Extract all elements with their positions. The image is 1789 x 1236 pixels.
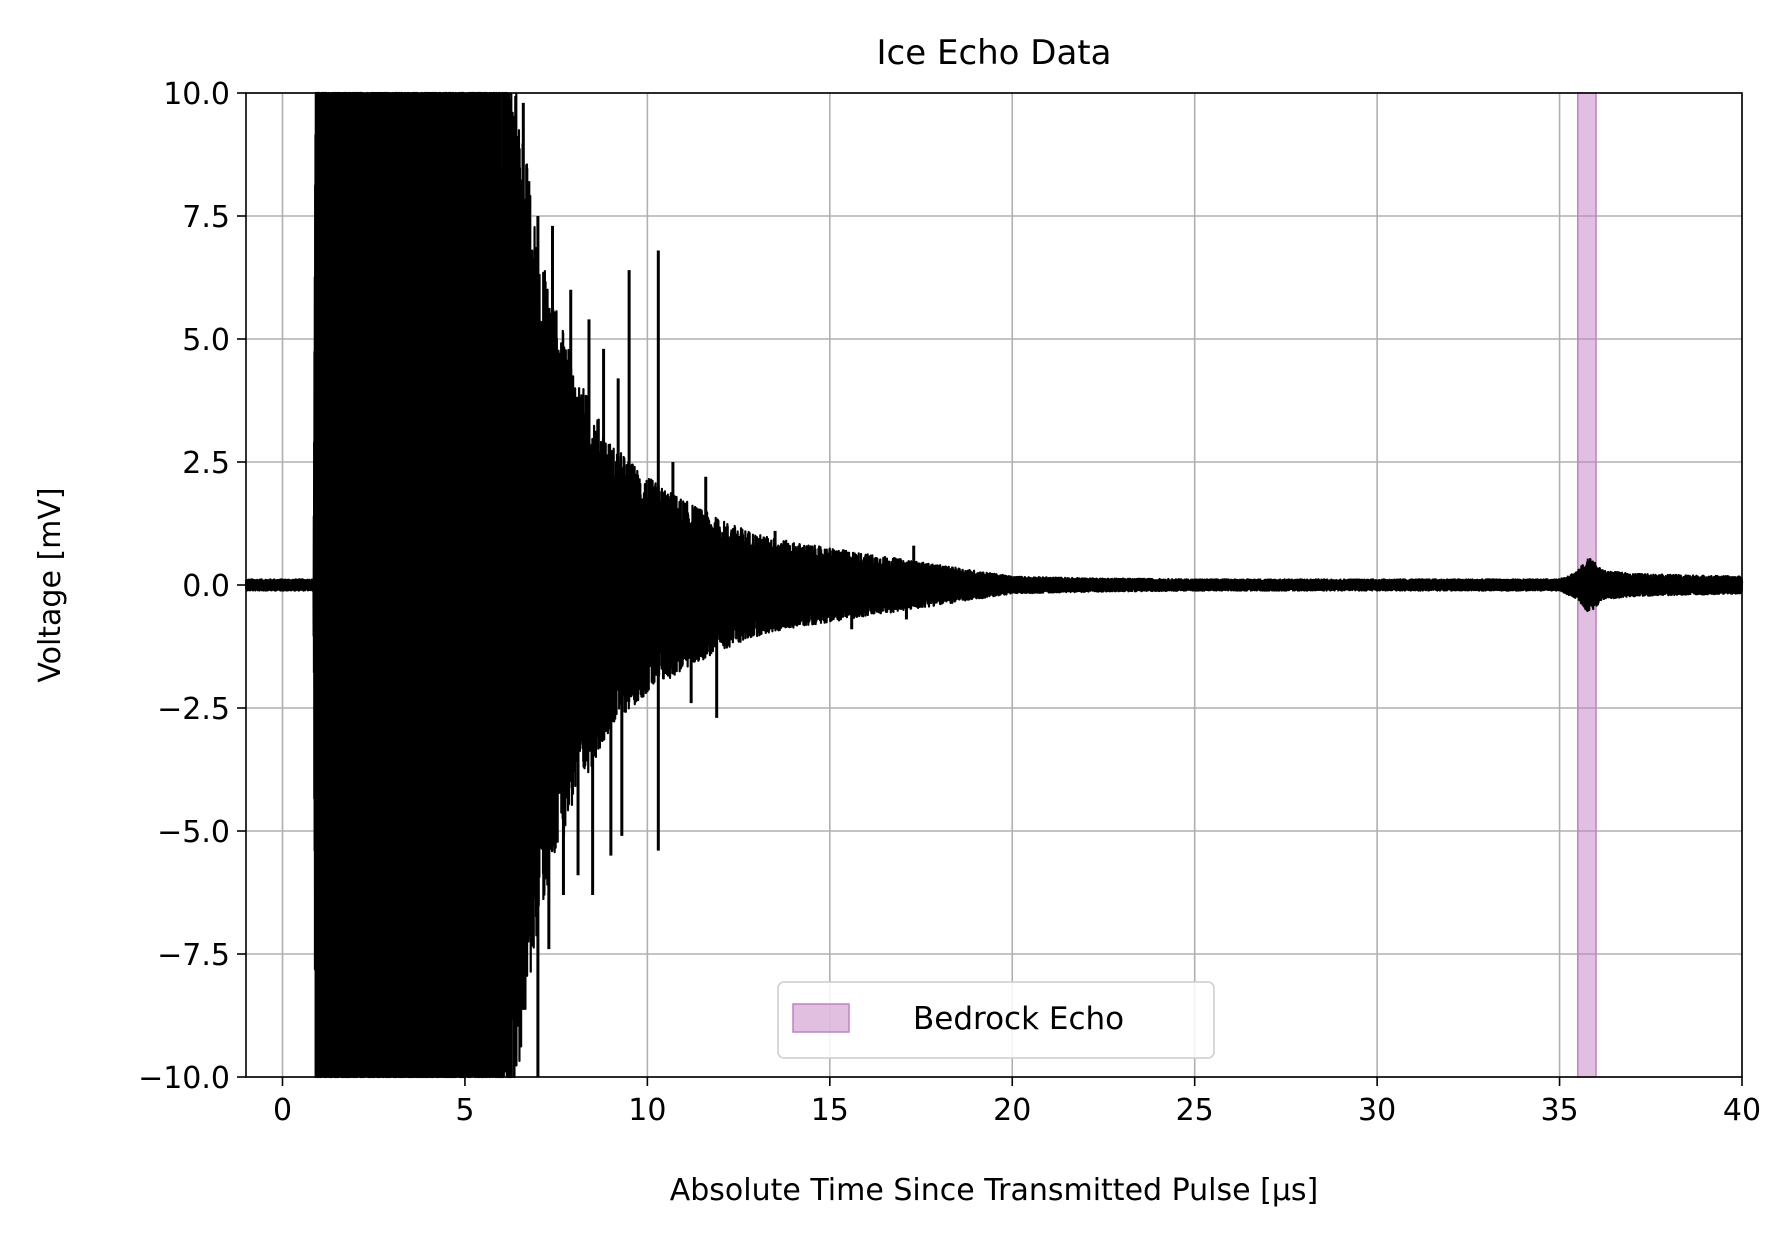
x-axis: 0 5 10 15 20 25 30 35 40: [273, 1077, 1761, 1128]
x-tick-label-6: 30: [1358, 1093, 1396, 1128]
x-axis-label: Absolute Time Since Transmitted Pulse [μ…: [670, 1173, 1319, 1208]
y-tick-label-5: 2.5: [182, 446, 230, 481]
y-tick-label-1: −7.5: [157, 938, 230, 973]
legend-swatch-bedrock-echo: [792, 1003, 850, 1033]
x-tick-label-8: 40: [1723, 1093, 1761, 1128]
legend-box: [777, 981, 1215, 1059]
x-tick-label-1: 5: [455, 1093, 474, 1128]
y-axis: −10.0 −7.5 −5.0 −2.5 0.0 2.5 5.0 7.5 10.0: [138, 77, 246, 1096]
legend-label-bedrock-echo: Bedrock Echo: [913, 1001, 1124, 1037]
chart-title: Ice Echo Data: [877, 33, 1112, 73]
y-tick-label-2: −5.0: [157, 815, 230, 850]
y-tick-label-7: 7.5: [182, 200, 230, 235]
y-tick-label-4: 0.0: [182, 569, 230, 604]
y-tick-label-3: −2.5: [157, 692, 230, 727]
x-tick-label-2: 10: [628, 1093, 666, 1128]
y-tick-label-0: −10.0: [138, 1061, 230, 1096]
y-tick-label-8: 10.0: [163, 77, 230, 112]
legend: Bedrock Echo: [777, 981, 1215, 1059]
signal-series: [244, 91, 1744, 1079]
x-tick-label-5: 25: [1176, 1093, 1214, 1128]
signal-saturation-block: [315, 93, 502, 1077]
x-tick-label-4: 20: [993, 1093, 1031, 1128]
y-axis-label: Voltage [mV]: [33, 487, 68, 682]
y-tick-label-6: 5.0: [182, 323, 230, 358]
x-tick-label-3: 15: [811, 1093, 849, 1128]
x-tick-label-0: 0: [273, 1093, 292, 1128]
x-tick-label-7: 35: [1540, 1093, 1578, 1128]
